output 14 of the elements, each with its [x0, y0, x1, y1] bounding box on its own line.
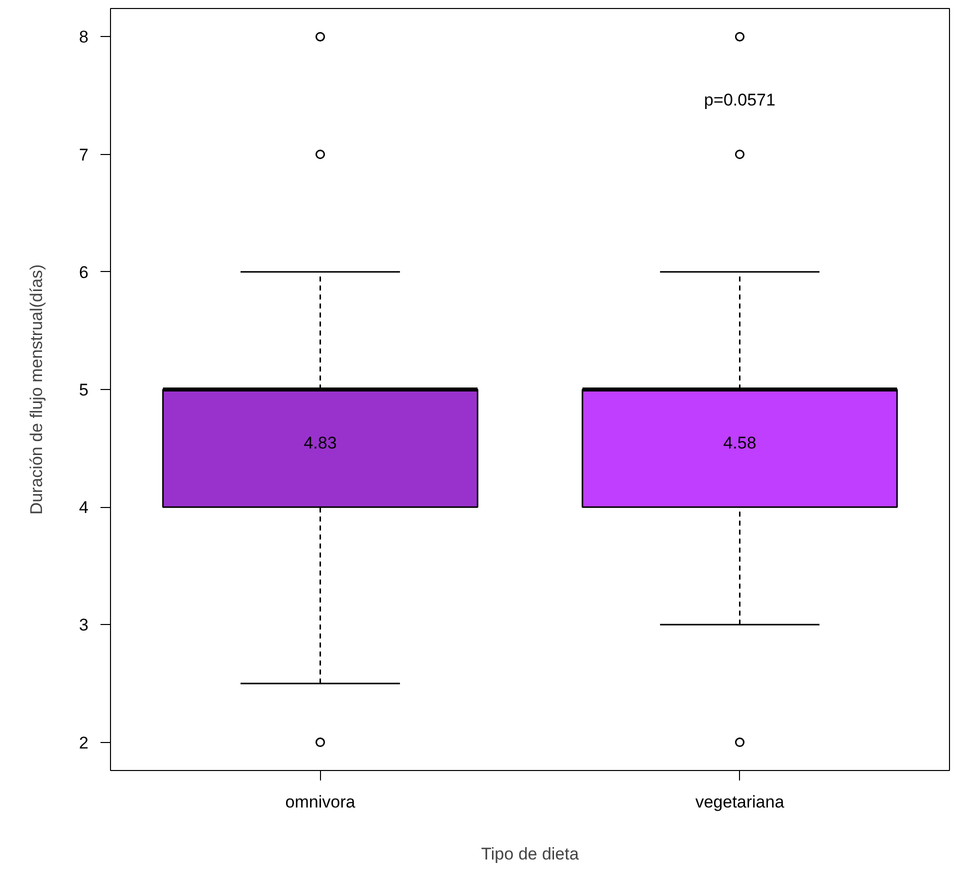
y-tick-label: 3	[79, 616, 89, 635]
annotation: 4.58	[723, 433, 756, 452]
y-tick-label: 6	[79, 262, 89, 282]
y-tick-label: 2	[79, 733, 89, 752]
y-axis-title: Duración de flujo menstrual(días)	[27, 264, 46, 515]
x-axis-title: Tipo de dieta	[481, 844, 580, 864]
x-tick-label: vegetariana	[695, 792, 785, 812]
y-tick-label: 8	[79, 28, 89, 47]
annotation: 4.83	[304, 433, 337, 452]
y-tick-label: 5	[79, 380, 89, 400]
y-tick-label: 7	[79, 145, 89, 164]
y-tick-label: 4	[79, 498, 89, 518]
x-tick-label: omnivora	[285, 792, 356, 812]
annotation: p=0.0571	[704, 90, 776, 110]
